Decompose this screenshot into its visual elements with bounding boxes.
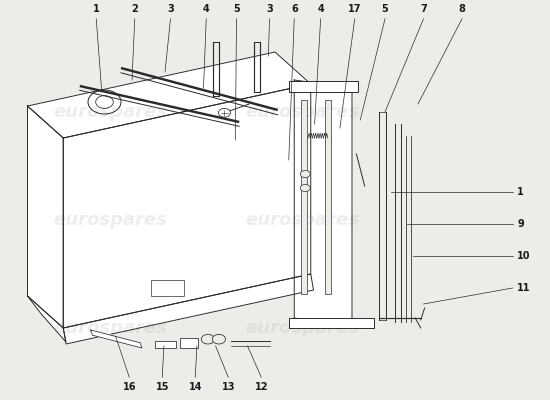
Text: 5: 5 — [382, 4, 388, 14]
Text: 15: 15 — [156, 382, 169, 392]
Text: eurospares: eurospares — [245, 319, 360, 337]
Text: 1: 1 — [93, 4, 100, 14]
Polygon shape — [63, 84, 311, 328]
Circle shape — [218, 108, 230, 117]
Text: 1: 1 — [517, 187, 524, 197]
Text: 8: 8 — [459, 4, 465, 14]
Text: 6: 6 — [291, 4, 298, 14]
Text: 2: 2 — [131, 4, 138, 14]
Polygon shape — [63, 274, 314, 344]
Bar — [301, 100, 307, 294]
Polygon shape — [28, 52, 311, 138]
Circle shape — [201, 334, 214, 344]
Text: eurospares: eurospares — [53, 319, 167, 337]
Text: 3: 3 — [167, 4, 174, 14]
Text: 13: 13 — [222, 382, 235, 392]
Polygon shape — [28, 296, 66, 342]
Text: 10: 10 — [517, 251, 531, 261]
Bar — [289, 81, 358, 92]
Text: eurospares: eurospares — [53, 211, 167, 229]
Text: 17: 17 — [348, 4, 361, 14]
Polygon shape — [91, 330, 142, 348]
Text: 4: 4 — [203, 4, 210, 14]
Text: 14: 14 — [189, 382, 202, 392]
Text: eurospares: eurospares — [245, 211, 360, 229]
Polygon shape — [294, 80, 352, 326]
Bar — [180, 338, 198, 348]
Text: 9: 9 — [517, 219, 524, 229]
Text: 7: 7 — [420, 4, 427, 14]
Bar — [289, 318, 374, 328]
Bar — [324, 100, 331, 294]
Text: 4: 4 — [317, 4, 324, 14]
Text: eurospares: eurospares — [245, 103, 360, 121]
Text: 5: 5 — [233, 4, 240, 14]
Circle shape — [300, 184, 310, 192]
Text: 3: 3 — [266, 4, 273, 14]
Bar — [155, 341, 176, 348]
Text: 16: 16 — [123, 382, 136, 392]
Circle shape — [212, 334, 226, 344]
Text: eurospares: eurospares — [53, 103, 167, 121]
Polygon shape — [28, 106, 63, 328]
Circle shape — [300, 170, 310, 178]
Text: 12: 12 — [255, 382, 268, 392]
Bar — [151, 280, 184, 296]
Text: 11: 11 — [517, 283, 531, 293]
